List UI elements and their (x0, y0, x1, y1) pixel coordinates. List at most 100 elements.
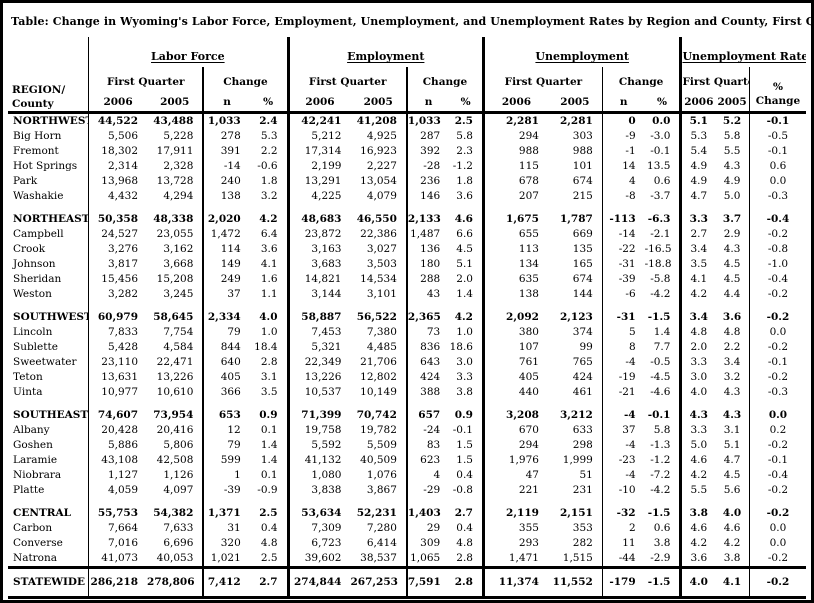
value-cell: 4.8 (456, 537, 473, 549)
value-cell: 3.0 (456, 356, 473, 368)
value-cell: 40,053 (156, 552, 194, 564)
value-cell: 7,280 (366, 522, 397, 534)
sub-header-first-quarter: First Quarter (679, 67, 750, 90)
value-cell (748, 204, 806, 212)
value-cell: 0.0 (748, 174, 806, 189)
value-cell: 3.5 (260, 386, 278, 398)
value-cell (202, 302, 250, 310)
county-name-cell: Lincoln (13, 326, 53, 338)
table-row: Sheridan 15,456 15,208 249 1.6 14,821 14,534 28… (8, 272, 806, 287)
value-cell: 1.6 (260, 273, 278, 285)
value-cell: 55,753 (88, 506, 148, 521)
value-cell: 4,225 (286, 189, 351, 204)
value-cell (645, 302, 681, 310)
value-cell: -28 (405, 159, 450, 174)
value-cell: 4.2 (259, 213, 278, 225)
value-cell: 4,584 (163, 341, 194, 353)
value-cell: 1,127 (88, 468, 148, 483)
group-header-unemployment-rate: Unemployment Rate (679, 37, 806, 67)
value-cell: 405 (202, 370, 250, 385)
value-cell: 294 (481, 438, 548, 453)
value-cell: 46,550 (356, 213, 397, 225)
value-cell (679, 204, 716, 212)
value-cell: 44,522 (88, 111, 148, 129)
value-cell: 288 (405, 272, 450, 287)
sub-header-row: REGION/ County First Quarter Change Firs… (8, 67, 806, 113)
value-cell: -16.5 (644, 243, 672, 255)
county-name-cell: Washakie (13, 190, 64, 202)
value-cell: 21,706 (360, 356, 397, 368)
value-cell: 0.6 (748, 159, 806, 174)
value-cell: 19,758 (286, 423, 351, 438)
value-cell: 2,334 (202, 310, 250, 325)
county-name-cell: Albany (13, 424, 50, 436)
region-county-header: REGION/ County (8, 67, 89, 113)
value-cell: 366 (202, 385, 250, 400)
value-cell: 2,119 (481, 506, 548, 521)
value-cell (449, 302, 483, 310)
value-cell: 1,033 (202, 111, 250, 129)
value-cell (250, 498, 288, 506)
value-cell: 236 (405, 174, 450, 189)
value-cell: 2,328 (163, 160, 194, 172)
value-cell: 2 (601, 521, 645, 536)
value-cell: -0.1 (748, 355, 806, 370)
value-cell: 41,132 (286, 453, 351, 468)
value-cell: 1.4 (456, 288, 473, 300)
value-cell (645, 400, 681, 408)
table-row: Park 13,968 13,728 240 1.8 13,291 13,054 236 1.8… (8, 174, 806, 189)
group-header-labor-force: Labor Force (88, 37, 289, 67)
value-cell (645, 204, 681, 212)
value-cell: 74,607 (88, 408, 148, 423)
value-cell: 0.0 (748, 408, 806, 423)
table-row: Carbon 7,664 7,633 31 0.4 7,309 7,280 29 0.4 355 3… (8, 521, 806, 536)
value-cell: 4.9 (723, 175, 741, 187)
value-cell: 2,020 (202, 212, 250, 227)
value-cell: 115 (481, 159, 548, 174)
value-cell: 5,321 (286, 340, 351, 355)
value-cell: 0.4 (456, 469, 473, 481)
value-cell: 48,338 (153, 213, 194, 225)
value-cell: 761 (481, 355, 548, 370)
table-header: Labor Force Employment Unemployment Unem… (8, 37, 806, 113)
value-cell: 180 (405, 257, 450, 272)
value-cell (88, 498, 148, 506)
value-cell: 2,227 (366, 160, 397, 172)
value-cell: -4 (601, 408, 645, 423)
value-cell: 37 (202, 287, 250, 302)
value-cell: 42,508 (156, 454, 194, 466)
value-cell: 2,281 (481, 111, 548, 129)
value-cell (645, 498, 681, 506)
sub-header-first-quarter: First Quarter (286, 67, 407, 90)
value-cell: -0.5 (650, 356, 671, 368)
value-cell: -0.3 (748, 189, 806, 204)
table-row: SOUTHWEST 60,979 58,645 2,334 4.0 58,887 56,52… (8, 310, 806, 325)
region-name-cell: NORTHWEST (8, 111, 89, 129)
value-cell: -4.2 (650, 288, 671, 300)
value-cell (88, 204, 148, 212)
value-cell: 4.6 (454, 213, 473, 225)
value-cell: 15,208 (156, 273, 194, 285)
table-row: SOUTHEAST 74,607 73,954 653 0.9 71,399 70,742 6… (8, 408, 806, 423)
table-row: NORTHWEST 44,522 43,488 1,033 2.4 42,241 41,20… (8, 111, 806, 129)
value-cell: 3,867 (366, 484, 397, 496)
value-cell: 4.2 (723, 537, 741, 549)
value-cell: 640 (202, 355, 250, 370)
value-cell: 0.9 (259, 409, 278, 421)
value-cell: 3.4 (723, 356, 741, 368)
year-header-2006: 2006 (481, 90, 548, 113)
value-cell: 2,133 (405, 212, 450, 227)
value-cell: -1.5 (647, 311, 671, 323)
value-cell: 11 (601, 536, 645, 551)
value-cell (88, 302, 148, 310)
spacer-cell (8, 400, 89, 408)
value-cell: 19,782 (360, 424, 397, 436)
value-cell: -6 (601, 287, 645, 302)
value-cell: -0.2 (748, 566, 806, 599)
value-cell: 17,314 (286, 144, 351, 159)
value-cell: -0.2 (748, 551, 806, 568)
value-cell: 3.3 (679, 212, 716, 227)
table-row: Albany 20,428 20,416 12 0.1 19,758 19,782 -24 -0… (8, 423, 806, 438)
value-cell: -1.2 (650, 454, 671, 466)
